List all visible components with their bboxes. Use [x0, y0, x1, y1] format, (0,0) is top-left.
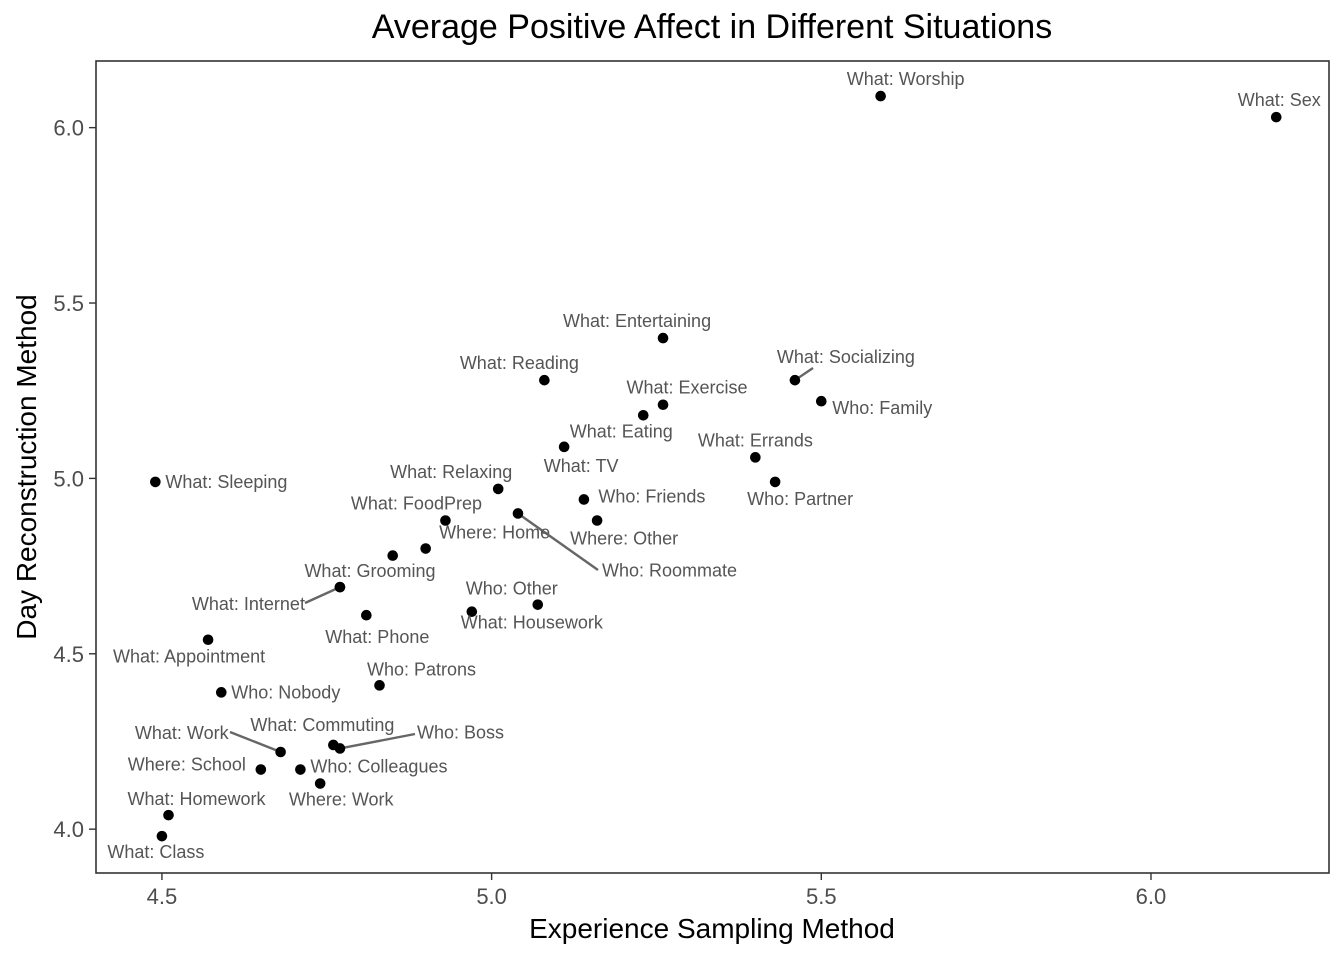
point-label-who-other: Who: Other	[466, 579, 558, 599]
plot-panel-border	[95, 60, 1330, 874]
leader-line	[304, 586, 341, 605]
point-label-what-foodprep: What: FoodPrep	[351, 493, 482, 513]
point-label-what-sleeping: What: Sleeping	[165, 472, 287, 492]
point-label-where-other: Where: Other	[570, 528, 678, 548]
data-point	[558, 441, 570, 453]
leader-line	[339, 732, 416, 750]
data-point	[314, 778, 326, 789]
point-label-what-commuting: What: Commuting	[250, 715, 394, 735]
x-axis: 4.5 5.0 5.5 6.0	[147, 873, 1167, 909]
x-tick-label: 4.5	[147, 884, 178, 909]
data-point	[374, 680, 385, 691]
data-point	[532, 599, 544, 610]
point-label-who-roommate: Who: Roommate	[602, 560, 737, 580]
point-label-what-reading: What: Reading	[460, 353, 579, 373]
data-point	[578, 494, 590, 505]
point-label-what-homework: What: Homework	[128, 789, 267, 809]
data-point	[420, 543, 431, 554]
data-point	[156, 830, 168, 842]
point-label-what-internet: What: Internet	[192, 594, 305, 614]
point-label-who-boss: Who: Boss	[417, 722, 504, 742]
data-point	[295, 764, 306, 775]
x-tick-label: 6.0	[1136, 884, 1167, 909]
point-label-what-phone: What: Phone	[325, 627, 429, 647]
point-labels: What: Sex What: Worship What: Entertaining…	[107, 69, 1320, 862]
point-label-what-errands: What: Errands	[698, 430, 813, 450]
data-point	[789, 374, 801, 386]
leader-line	[517, 512, 599, 571]
y-tick-label: 4.5	[53, 642, 84, 667]
chart-title: Average Positive Affect in Different Sit…	[372, 8, 1052, 46]
data-point	[657, 399, 669, 411]
data-point	[815, 395, 827, 407]
point-label-what-relaxing: What: Relaxing	[390, 462, 512, 482]
point-label-what-socializing: What: Socializing	[777, 347, 915, 367]
data-point	[440, 515, 451, 526]
y-tick-label: 5.0	[53, 466, 84, 491]
data-point	[512, 508, 524, 519]
x-tick-label: 5.0	[476, 884, 507, 909]
data-point	[492, 483, 504, 495]
y-tick-label: 6.0	[53, 116, 84, 141]
data-point	[275, 746, 286, 758]
point-label-what-entertaining: What: Entertaining	[563, 311, 711, 331]
data-point	[202, 634, 214, 646]
data-point	[539, 374, 550, 386]
point-label-what-sex: What: Sex	[1238, 90, 1321, 110]
point-label-what-housework: What: Housework	[461, 613, 604, 633]
data-points	[150, 90, 1282, 842]
point-label-what-grooming: What: Grooming	[304, 561, 435, 581]
data-point	[150, 476, 161, 488]
point-label-who-family: Who: Family	[832, 398, 932, 418]
leader-line	[229, 730, 282, 754]
data-point	[1270, 111, 1282, 123]
point-label-who-partner: Who: Partner	[747, 489, 853, 509]
x-axis-title: Experience Sampling Method	[529, 913, 895, 944]
point-label-what-worship: What: Worship	[847, 69, 965, 89]
point-label-what-class: What: Class	[107, 842, 204, 862]
data-point	[334, 743, 346, 754]
y-tick-label: 4.0	[53, 817, 84, 842]
point-label-who-patrons: Who: Patrons	[367, 659, 476, 679]
point-label-what-tv: What: TV	[544, 456, 619, 476]
data-point	[387, 550, 399, 561]
data-point	[255, 764, 267, 775]
data-point	[215, 687, 227, 698]
point-label-what-appointment: What: Appointment	[113, 647, 265, 667]
x-tick-label: 5.5	[806, 884, 837, 909]
data-point	[750, 452, 761, 463]
point-label-what-exercise: What: Exercise	[627, 378, 748, 398]
data-point	[769, 476, 781, 488]
data-point	[637, 409, 649, 421]
y-axis-title: Day Reconstruction Method	[11, 294, 42, 640]
point-label-where-work: Where: Work	[289, 790, 395, 810]
point-label-where-school: Where: School	[128, 755, 246, 775]
point-label-who-colleagues: Who: Colleagues	[310, 757, 447, 777]
point-label-who-friends: Who: Friends	[598, 486, 705, 506]
data-point	[163, 809, 174, 821]
point-label-where-home: Where: Home	[439, 523, 550, 543]
data-point	[466, 606, 478, 617]
y-tick-label: 5.5	[53, 291, 84, 316]
y-axis: 4.0 4.5 5.0 5.5 6.0	[53, 116, 96, 842]
data-point	[361, 609, 372, 621]
data-point	[875, 90, 886, 102]
point-label-who-nobody: Who: Nobody	[231, 682, 340, 702]
point-label-what-work: What: Work	[135, 723, 230, 743]
data-point	[334, 581, 346, 593]
data-point	[591, 515, 603, 526]
point-label-what-eating: What: Eating	[570, 421, 673, 441]
data-point	[657, 332, 669, 344]
